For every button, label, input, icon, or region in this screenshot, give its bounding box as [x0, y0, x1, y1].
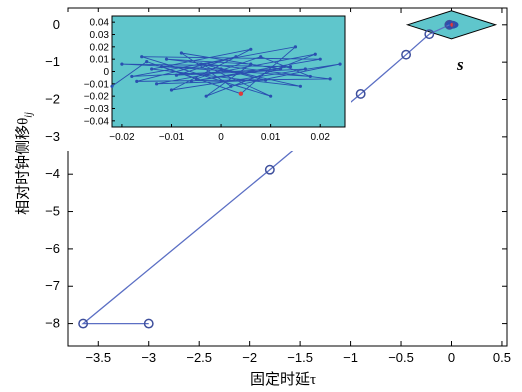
inset-y-tick-label: −0.03: [84, 104, 110, 115]
inset-data-point: [179, 51, 184, 55]
inset-data-point: [298, 84, 302, 88]
inset-x-tick-label: −0.01: [159, 132, 185, 143]
inset-data-point: [318, 57, 322, 61]
inset-data-point: [194, 77, 198, 81]
region-label-s: s: [457, 55, 464, 74]
x-tick-label: −2.5: [186, 350, 212, 365]
inset-y-tick-label: −0.02: [84, 92, 110, 103]
inset-y-tick-label: −0.01: [84, 79, 110, 90]
x-tick-label: −2: [242, 350, 257, 365]
inset-data-point: [135, 79, 139, 83]
y-axis-label: 相对时钟侧移θij: [15, 112, 35, 215]
inset-data-point: [110, 84, 114, 88]
inset-data-point: [130, 74, 134, 79]
inset-y-tick-label: 0.04: [90, 18, 110, 29]
inset-data-point: [338, 62, 342, 66]
inset-x-tick-label: 0.01: [261, 132, 281, 143]
x-tick-label: −0.5: [388, 350, 414, 365]
inset-x-tick-label: 0.02: [310, 132, 330, 143]
y-tick-label: −8: [45, 316, 60, 331]
y-tick-label: −7: [45, 278, 60, 293]
inset-data-point: [313, 52, 317, 56]
inset-series-line: [111, 46, 341, 97]
y-tick-label: −6: [45, 241, 60, 256]
inset-data-point: [155, 82, 159, 86]
data-point: [424, 29, 435, 40]
y-tick-label: −2: [45, 92, 60, 107]
inset-y-tick-label: 0.01: [90, 55, 110, 66]
inset-data-point: [120, 62, 124, 66]
inset-data-point: [189, 79, 193, 83]
inset-data-point: [140, 55, 144, 59]
y-tick-label: −1: [45, 54, 60, 69]
x-axis-label: 固定时延τ: [250, 372, 317, 388]
inset-data-point: [249, 62, 253, 66]
inset-data-point: [159, 64, 164, 69]
inset-data-point: [303, 67, 307, 71]
inset-y-tick-label: 0: [103, 67, 109, 78]
inset-data-point: [229, 84, 233, 88]
inset-data-point: [150, 67, 154, 71]
series-line: [81, 24, 450, 325]
inset-data-point: [264, 78, 268, 82]
data-point: [401, 49, 412, 60]
plot-frame: [67, 7, 508, 347]
x-tick-label: 0: [448, 350, 455, 365]
inset-data-point: [234, 55, 238, 59]
data-point: [78, 318, 89, 329]
data-point: [444, 19, 455, 30]
inset-y-tick-label: 0.03: [90, 30, 110, 41]
x-tick-label: −3: [141, 350, 156, 365]
data-point: [143, 318, 154, 329]
main-plot-area: −3.5 −3 −2.5 −2 −1.5 −1 −0.5 0 0.5 0 −1 −2 −3 −4 −5 −6 −…: [45, 7, 511, 365]
data-point: [264, 164, 275, 175]
inset-data-point: [145, 60, 149, 64]
x-tick-label: 0.5: [493, 350, 511, 365]
x-tick-label: −3.5: [85, 350, 111, 365]
inset-y-tick-label: −0.04: [84, 116, 110, 127]
inset-data-point: [204, 94, 208, 98]
inset-data-point: [164, 57, 169, 61]
inset-data-point: [199, 62, 203, 66]
y-tick-label: −5: [45, 204, 60, 219]
inset-data-point: [219, 67, 223, 71]
inset-data-point: [249, 47, 253, 51]
inset-data-point: [308, 74, 312, 79]
inset-data-point: [288, 64, 293, 69]
inset-x-tick-label: −0.02: [109, 132, 135, 143]
inset-y-tick-label: 0.02: [90, 42, 110, 53]
inset-data-point: [278, 67, 283, 71]
y-tick-label: −3: [45, 129, 60, 144]
x-tick-label: −1: [343, 350, 358, 365]
inset-data-point: [269, 94, 273, 98]
data-point: [355, 88, 366, 99]
inset-data-point: [174, 73, 179, 77]
y-tick-label: −4: [45, 166, 60, 181]
inset-data-point: [169, 88, 174, 92]
inset-data-point: [293, 45, 298, 49]
inset-plot: −0.02 −0.01 0 0.01 0.020.040.030.020.010−0.0…: [66, 12, 351, 151]
x-tick-label: −1.5: [287, 350, 313, 365]
inset-x-tick-label: 0: [218, 132, 224, 143]
inset-data-point: [328, 77, 332, 81]
y-tick-label: 0: [53, 17, 60, 32]
inset-data-point: [259, 55, 263, 59]
inset-highlight-point: [238, 91, 244, 96]
